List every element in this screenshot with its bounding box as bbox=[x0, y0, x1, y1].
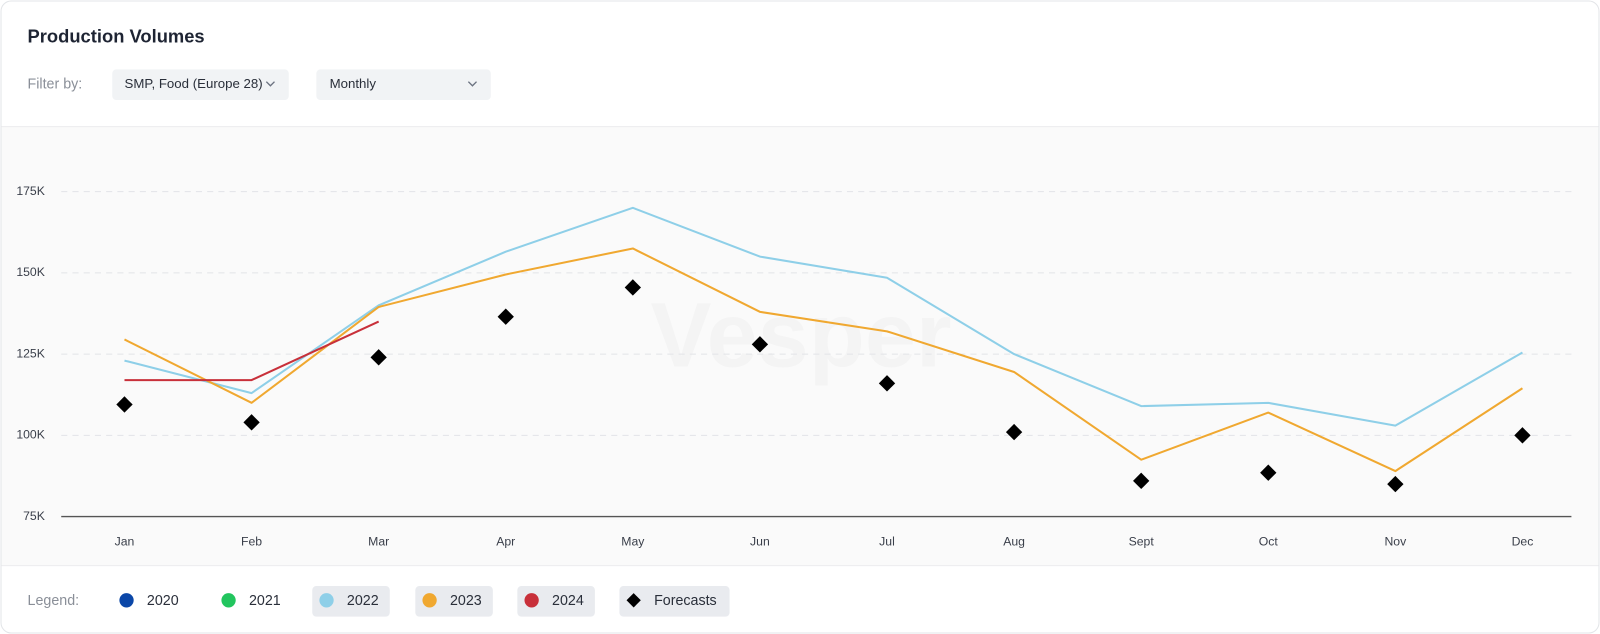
dropdown[interactable]: SMP, Food (Europe 28) bbox=[112, 69, 289, 101]
y-tick-label: 125K bbox=[16, 346, 45, 360]
x-tick-label: Feb bbox=[241, 534, 262, 548]
legend-swatch bbox=[319, 593, 334, 608]
x-tick-label: Nov bbox=[1384, 534, 1407, 548]
forecast-marker bbox=[1133, 472, 1150, 490]
dropdown-box[interactable] bbox=[316, 69, 491, 101]
legend-chip[interactable] bbox=[517, 586, 595, 617]
series-line bbox=[124, 206, 1523, 427]
legend-text[interactable]: 2024 bbox=[552, 593, 584, 609]
forecast-marker bbox=[370, 349, 387, 366]
watermark: Vesper bbox=[650, 284, 951, 386]
forecast-marker bbox=[497, 308, 514, 325]
y-tick-label: 150K bbox=[16, 265, 45, 279]
forecast-marker bbox=[243, 414, 260, 431]
dropdown-text[interactable]: Monthly bbox=[330, 76, 377, 91]
y-tick-label: 175K bbox=[16, 184, 45, 198]
x-tick-label: Sept bbox=[1129, 534, 1155, 548]
x-tick-label: Aug bbox=[1003, 534, 1025, 548]
x-tick-label: Mar bbox=[368, 534, 389, 548]
x-tick-label: Apr bbox=[496, 534, 515, 548]
dropdown[interactable]: Monthly bbox=[316, 69, 491, 101]
legend-text[interactable]: 2022 bbox=[347, 593, 379, 609]
legend-text[interactable]: 2023 bbox=[450, 593, 482, 609]
plot-background bbox=[1, 126, 1599, 566]
forecast-marker bbox=[1514, 427, 1531, 444]
y-tick-label: 75K bbox=[23, 509, 46, 523]
filter-label: Filter by: bbox=[28, 77, 83, 93]
series-line bbox=[124, 320, 380, 382]
legend-chip[interactable] bbox=[619, 586, 730, 617]
series-line bbox=[124, 247, 1524, 473]
legend-label: Legend: bbox=[28, 593, 80, 609]
forecast-marker bbox=[1005, 423, 1023, 441]
legend-chip[interactable] bbox=[312, 586, 390, 617]
x-tick-label: Dec bbox=[1512, 534, 1534, 548]
dropdown-text[interactable]: SMP, Food (Europe 28) bbox=[124, 76, 262, 91]
x-tick-label: May bbox=[621, 534, 645, 548]
chevron bbox=[265, 81, 275, 87]
chevron bbox=[467, 81, 477, 87]
x-tick-label: Oct bbox=[1259, 534, 1279, 548]
forecast-marker bbox=[1260, 464, 1277, 481]
legend-text[interactable]: 2020 bbox=[147, 593, 179, 609]
legend-chip[interactable] bbox=[415, 586, 493, 617]
legend-swatch bbox=[221, 593, 236, 608]
y-tick-label: 100K bbox=[16, 428, 45, 442]
forecast-marker bbox=[751, 336, 769, 353]
dropdown-box[interactable] bbox=[112, 69, 289, 101]
forecast-marker bbox=[1387, 475, 1404, 493]
legend-swatch bbox=[422, 593, 437, 608]
forecast-marker bbox=[116, 396, 133, 413]
legend-swatch bbox=[119, 593, 134, 608]
legend-text[interactable]: 2021 bbox=[249, 593, 281, 609]
title: Production Volumes bbox=[28, 26, 205, 47]
forecast-marker bbox=[624, 279, 642, 296]
x-tick-label: Jun bbox=[750, 534, 770, 548]
legend-swatch bbox=[524, 593, 539, 608]
legend-text[interactable]: Forecasts bbox=[654, 593, 717, 609]
x-tick-label: Jul bbox=[879, 534, 895, 548]
x-tick-label: Jan bbox=[115, 534, 135, 548]
